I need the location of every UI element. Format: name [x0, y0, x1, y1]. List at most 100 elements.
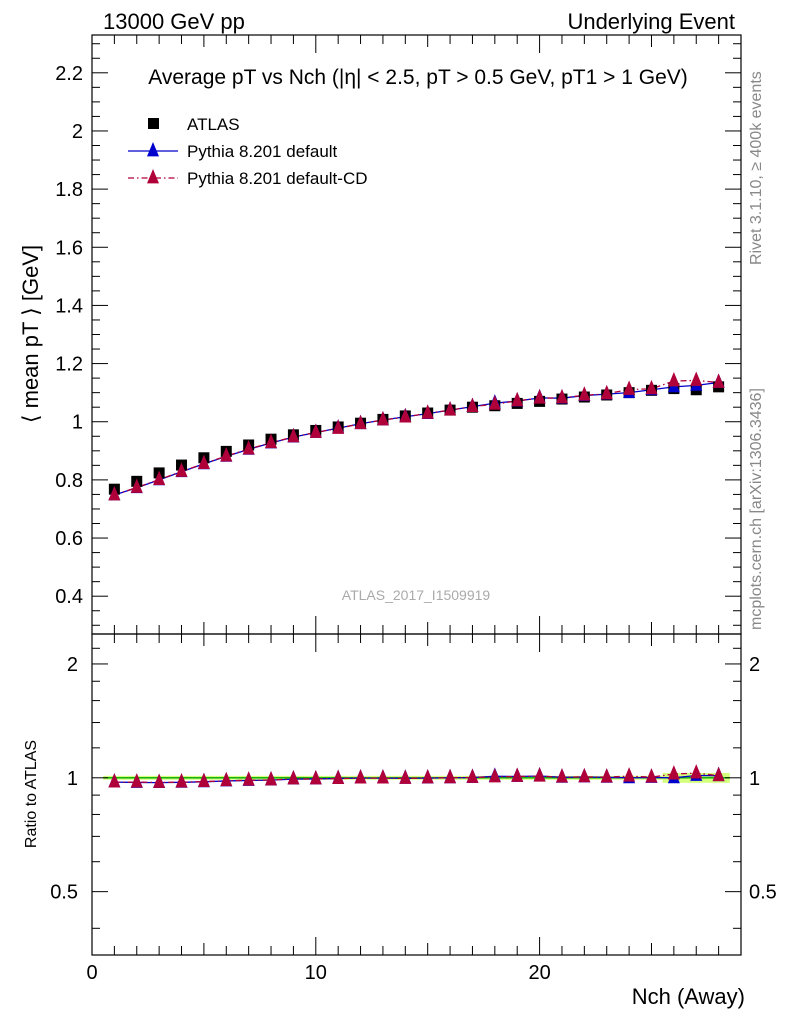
pythia-cd-point — [466, 397, 479, 413]
ratio-pythia-cd-point — [376, 769, 389, 784]
ratio-y-tick-label-right: 1 — [749, 768, 760, 790]
pythia-cd-point — [712, 373, 725, 388]
analysis-watermark: ATLAS_2017_I1509919 — [342, 587, 491, 603]
x-tick-label: 10 — [305, 962, 327, 984]
ratio-pythia-cd-point — [153, 773, 166, 788]
ratio-pythia-cd-point — [667, 765, 680, 780]
main-y-tick-label: 1.6 — [55, 237, 83, 259]
pythia-cd-point — [667, 372, 680, 387]
series-line-2 — [114, 379, 719, 496]
x-tick-label: 0 — [86, 962, 97, 984]
pythia-cd-point — [511, 391, 524, 407]
pythia-cd-point — [130, 478, 143, 493]
x-tick-label: 20 — [528, 962, 550, 984]
pythia-cd-point — [444, 401, 457, 416]
ratio-pythia-cd-point — [242, 771, 255, 786]
ratio-y-tick-label: 2 — [67, 654, 78, 676]
ratio-pythia-cd-point — [555, 768, 568, 783]
pythia-cd-point — [578, 386, 591, 401]
ratio-pythia-cd-point — [623, 767, 636, 782]
main-y-axis-label: ⟨ mean pT ⟩ [GeV] — [18, 245, 43, 423]
pythia-cd-point — [488, 395, 501, 410]
ratio-y-tick-label-right: 2 — [749, 654, 760, 676]
main-y-tick-label: 0.6 — [55, 528, 83, 550]
ratio-pythia-cd-point — [488, 767, 501, 783]
ratio-y-tick-label-right: 0.5 — [749, 882, 777, 904]
main-panel: 0.4 0.6 0.8 1 1.2 1.4 1.6 1.8 2 2.2 ATLAS_2017_I1… — [18, 34, 742, 635]
pythia-cd-point — [332, 419, 345, 434]
pythia-cd-point — [399, 408, 412, 423]
ratio-pythia-cd-point — [444, 768, 457, 784]
header-left: 13000 GeV pp — [103, 9, 245, 34]
pythia-cd-point — [376, 410, 389, 426]
pythia-cd-point — [600, 384, 613, 400]
source-reference-text: mcplots.cern.ch [arXiv:1306.3436] — [748, 388, 765, 630]
ratio-pythia-cd-point — [690, 764, 703, 779]
ratio-pythia-cd-point — [645, 768, 658, 783]
ratio-series-line-1 — [114, 772, 719, 784]
legend-marker-triangle — [147, 142, 159, 157]
ratio-pythia-cd-point — [175, 773, 188, 788]
pythia-cd-point — [220, 447, 233, 462]
ratio-axis-ticks — [91, 634, 742, 955]
pythia-cd-point — [309, 423, 322, 438]
ratio-y-axis-label: Ratio to ATLAS — [23, 740, 40, 848]
ratio-panel: 0.5 1 2 0.5 1 2 Ratio to ATLAS 0 10 20 Nch (Aw… — [23, 633, 777, 1009]
ratio-pythia-cd-point — [578, 767, 591, 783]
ratio-pythia-cd-point — [354, 769, 367, 784]
ratio-series-layer — [108, 764, 725, 789]
ratio-pythia-cd-point — [600, 768, 613, 783]
main-y-tick-label: 1.8 — [55, 179, 83, 201]
ratio-pythia-cd-point — [197, 772, 210, 788]
main-y-tick-labels: 0.4 0.6 0.8 1 1.2 1.4 1.6 1.8 2 2.2 — [55, 63, 83, 608]
pythia-cd-point — [690, 371, 703, 386]
ratio-pythia-cd-point — [421, 768, 434, 784]
legend-marker-atlas — [148, 118, 159, 129]
ratio-pythia-cd-point — [220, 771, 233, 787]
main-plot-title: Average pT vs Nch (|η| < 2.5, pT > 0.5 G… — [148, 66, 688, 89]
legend-label: ATLAS — [187, 115, 240, 134]
pythia-cd-point — [623, 380, 636, 395]
ratio-plot-frame — [91, 633, 742, 956]
pythia-cd-point — [242, 440, 255, 455]
ratio-y-tick-label: 1 — [67, 768, 78, 790]
legend-marker-triangle — [147, 169, 159, 184]
pythia-cd-point — [645, 379, 658, 395]
ratio-pythia-cd-point — [309, 769, 322, 785]
ratio-pythia-cd-point — [712, 766, 725, 782]
main-y-tick-label: 2.2 — [55, 63, 83, 85]
ratio-pythia-cd-point — [130, 773, 143, 788]
pythia-cd-point — [555, 388, 568, 404]
pythia-cd-point — [175, 462, 188, 477]
main-series-layer — [108, 371, 725, 501]
series-line-1 — [114, 381, 719, 496]
ratio-y-tick-label: 0.5 — [50, 882, 78, 904]
ratio-pythia-cd-point — [332, 769, 345, 785]
main-y-tick-label: 1.4 — [55, 295, 83, 317]
pythia-cd-point — [265, 433, 278, 449]
rivet-version-text: Rivet 3.1.10, ≥ 400k events — [748, 71, 765, 265]
ratio-pythia-cd-point — [399, 769, 412, 784]
ratio-pythia-cd-point — [466, 768, 479, 783]
ratio-pythia-cd-point — [265, 770, 278, 786]
pythia-cd-point — [533, 389, 546, 404]
ratio-y-tick-labels-right: 0.5 1 2 — [749, 654, 777, 904]
main-y-tick-label: 2 — [72, 121, 83, 143]
pythia-cd-point — [287, 427, 300, 443]
pythia-cd-point — [354, 414, 367, 430]
legend: ATLAS Pythia 8.201 default Pythia 8.201 de… — [128, 115, 368, 188]
main-y-tick-label: 0.8 — [55, 470, 83, 492]
pythia-cd-point — [153, 470, 166, 485]
ratio-pythia-cd-point — [287, 769, 300, 785]
pythia-cd-point — [421, 404, 434, 419]
ratio-pythia-cd-point — [533, 767, 546, 782]
main-y-tick-label: 0.4 — [55, 586, 83, 608]
x-axis-label: Nch (Away) — [632, 984, 745, 1009]
legend-label: Pythia 8.201 default-CD — [187, 169, 368, 188]
ratio-y-tick-labels: 0.5 1 2 — [50, 654, 78, 904]
pythia-cd-point — [108, 486, 121, 501]
main-y-tick-label: 1 — [72, 412, 83, 434]
legend-label: Pythia 8.201 default — [187, 142, 338, 161]
pythia-cd-point — [197, 454, 210, 470]
